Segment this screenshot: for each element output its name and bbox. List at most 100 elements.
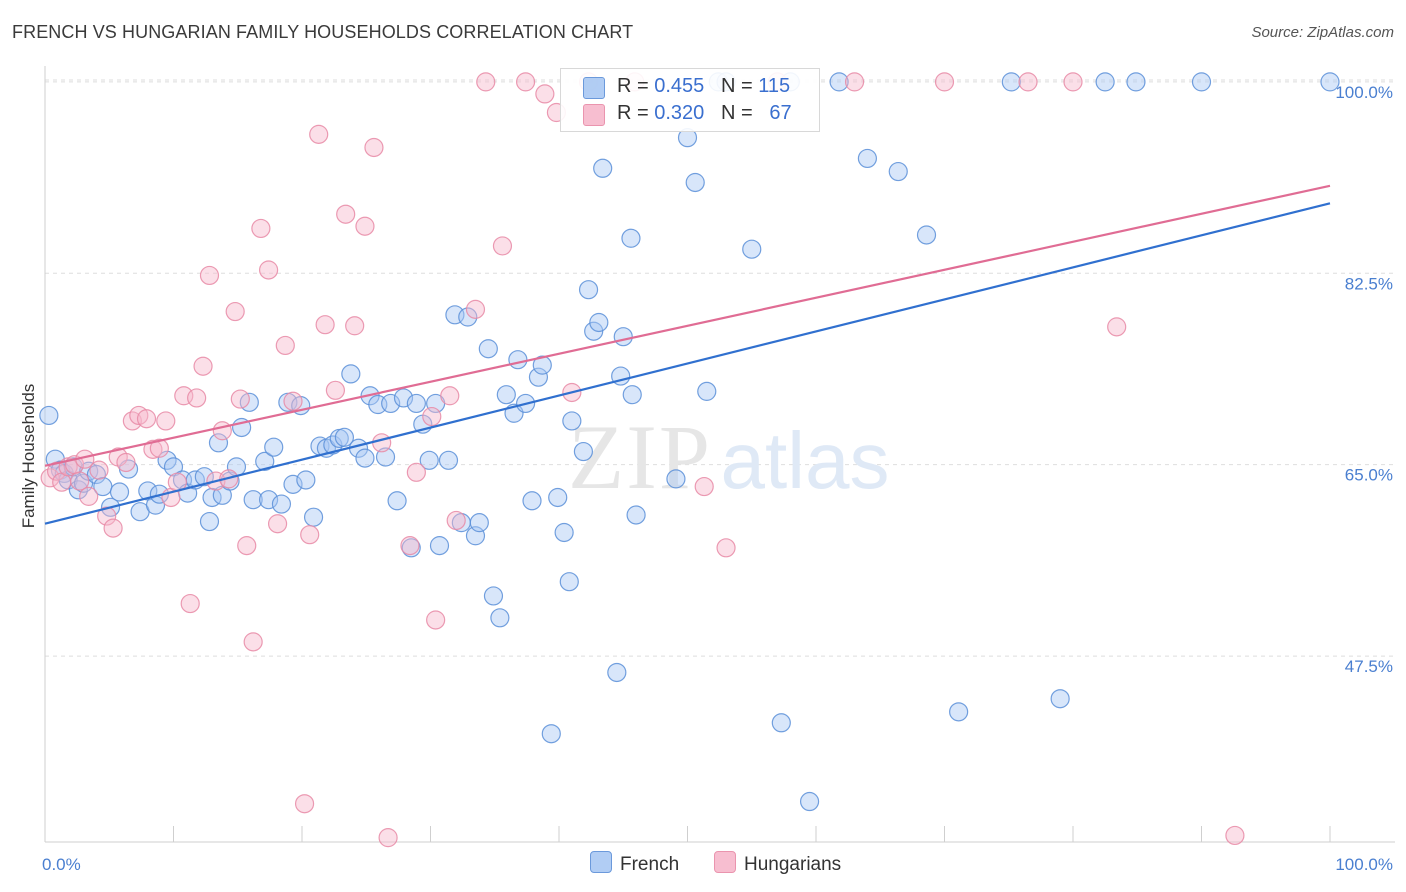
french-point-87: [593, 158, 613, 178]
french-point-80: [554, 522, 574, 543]
bottom-legend-label-french: French: [620, 854, 680, 875]
french-point-94: [666, 469, 686, 489]
french-point-84: [578, 280, 599, 300]
bottom-legend-swatch-hungarians: [714, 851, 736, 873]
bottom-legend-swatch-french: [590, 851, 612, 873]
french-point-46: [334, 427, 355, 447]
french-point-47: [341, 364, 361, 384]
hungarian-point-8: [89, 460, 109, 480]
french-point-90: [613, 327, 633, 347]
french-point-41: [303, 507, 324, 527]
hungarian-point-67: [844, 72, 865, 92]
hungarian-point-17: [149, 438, 169, 458]
french-point-82: [562, 411, 582, 431]
french-point-36: [271, 494, 292, 514]
hungarian-point-58: [515, 72, 536, 92]
hungarian-point-7: [79, 486, 99, 506]
legend-french-n-label: N =: [720, 75, 759, 97]
french-point-75: [522, 491, 542, 511]
french-point-76: [528, 367, 549, 387]
french-point-78: [541, 724, 561, 744]
hungarian-point-48: [378, 828, 398, 848]
hungarian-point-24: [193, 356, 213, 376]
x-tick-label-0: 0.0%: [42, 855, 81, 874]
french-point-91: [621, 228, 641, 248]
hungarian-point-32: [243, 632, 263, 652]
trend-lines: [44, 184, 1331, 525]
french-point-93: [626, 505, 646, 525]
hungarian-point-15: [136, 409, 157, 429]
french-point-19: [163, 457, 184, 477]
legend-swatch-french: [583, 77, 605, 99]
legend-french-stats: R = 0.455 N = 115: [617, 75, 790, 98]
legend-french-n-value: 115: [758, 75, 791, 97]
bottom-legend-french: French: [590, 851, 679, 876]
hungarian-point-27: [212, 421, 232, 441]
hungarian-point-51: [422, 406, 442, 427]
french-point-68: [478, 339, 498, 359]
french-point-70: [490, 608, 510, 628]
bottom-legend-label-hungarians: Hungarians: [744, 854, 842, 875]
hungarian-point-52: [426, 610, 446, 630]
french-point-71: [496, 385, 516, 405]
french-point-114: [1320, 72, 1340, 92]
french-point-0: [39, 405, 59, 426]
hungarian-point-31: [237, 536, 257, 556]
hungarian-point-10: [103, 518, 123, 538]
french-point-12: [109, 482, 130, 502]
french-point-61: [429, 536, 450, 556]
watermark-zip: ZIP: [568, 406, 712, 508]
hungarian-point-49: [400, 536, 420, 556]
french-point-79: [548, 487, 568, 508]
y-tick-label-2: 82.5%: [1345, 274, 1393, 293]
french-point-112: [1126, 72, 1146, 92]
x-tick-label-1: 100.0%: [1335, 855, 1393, 874]
hungarian-trend-line: [44, 184, 1331, 467]
y-tick-label-0: 47.5%: [1345, 657, 1393, 676]
french-point-49: [355, 448, 375, 468]
french-point-109: [1001, 72, 1021, 92]
y-tick-label-3: 100.0%: [1335, 83, 1393, 102]
hungarian-point-65: [716, 538, 736, 558]
hungarian-point-46: [364, 137, 384, 158]
hungarian-point-71: [1107, 317, 1127, 337]
hungarian-point-9: [97, 506, 117, 526]
y-tick-label-1: 65.0%: [1345, 466, 1393, 485]
french-point-96: [685, 172, 705, 193]
french-point-106: [888, 161, 908, 182]
hungarian-point-33: [251, 218, 271, 239]
hungarian-point-72: [1225, 825, 1245, 846]
french-point-107: [916, 225, 937, 245]
french-point-35: [264, 437, 284, 457]
french-point-108: [949, 702, 969, 722]
french-point-65: [458, 307, 478, 327]
bottom-legend-hungarians: Hungarians: [714, 851, 841, 876]
legend-hungarian-r-value: 0.320: [654, 102, 705, 124]
french-point-113: [1191, 72, 1212, 92]
hungarian-point-50: [406, 462, 426, 482]
french-point-55: [393, 388, 414, 408]
hungarian-point-39: [300, 525, 320, 545]
hungarian-point-34: [258, 260, 279, 280]
french-point-38: [283, 474, 303, 494]
hungarian-point-12: [116, 452, 136, 473]
hungarian-point-23: [187, 388, 207, 408]
hungarian-point-42: [325, 380, 346, 400]
hungarian-point-47: [372, 433, 392, 453]
legend-hungarian-stats: R = 0.320 N = 67: [617, 102, 792, 125]
french-point-97: [697, 381, 717, 401]
source-label: Source: ZipAtlas.com: [1251, 24, 1394, 41]
hungarian-point-18: [156, 411, 176, 431]
hungarian-point-64: [694, 476, 714, 497]
legend-hungarian-n-value: 67: [769, 102, 792, 124]
points: [39, 72, 1340, 848]
watermark-atlas: atlas: [721, 416, 890, 505]
hungarian-point-70: [1063, 72, 1083, 92]
french-point-88: [607, 662, 627, 683]
hungarian-point-56: [476, 72, 496, 92]
french-point-62: [438, 450, 459, 470]
hungarian-point-54: [446, 510, 466, 531]
french-point-101: [771, 713, 791, 733]
axes: [44, 66, 1395, 843]
